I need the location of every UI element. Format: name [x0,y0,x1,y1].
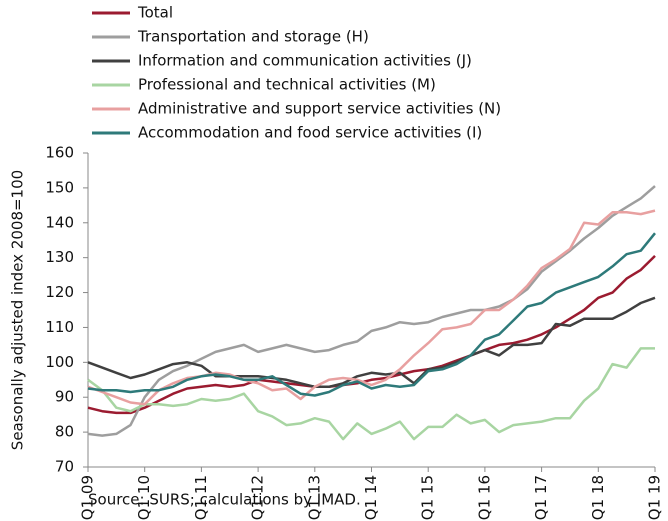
legend-label: Information and communication activities… [138,52,472,70]
series-line [87,209,656,406]
x-tick-label: Q1 15 [419,475,437,520]
x-tick-label: Q1 17 [532,475,550,520]
x-tick-label: Q1 13 [305,475,323,520]
y-tick-label: 140 [45,213,74,231]
legend-label: Accommodation and food service activitie… [138,124,482,142]
legend-label: Transportation and storage (H) [137,28,369,46]
x-tick-label: Q1 14 [362,475,380,520]
y-tick-label: 160 [45,144,74,162]
y-axis-label: Seasonally adjusted index 2008=100 [9,170,27,450]
series-line [87,232,656,397]
y-tick-label: 100 [45,353,74,371]
x-tick-label: Q1 10 [135,475,153,520]
y-tick-label: 80 [55,423,74,441]
y-tick-label: 90 [55,388,74,406]
x-tick-label: Q1 12 [249,475,267,520]
series-line [87,296,656,389]
x-tick-label: Q1 19 [646,475,664,520]
y-tick-label: 70 [55,458,74,476]
series-line [87,347,655,441]
y-tick-label: 130 [45,248,74,266]
x-tick-label: Q1 09 [79,475,97,520]
y-tick-label: 150 [45,178,74,196]
legend-label: Administrative and support service activ… [138,100,501,118]
series-line [87,185,656,437]
x-tick-label: Q1 18 [589,475,607,520]
legend-label: Professional and technical activities (M… [138,76,436,94]
source-note: Source: SURS; calculations by IMAD. [88,491,361,509]
x-tick-label: Q1 11 [192,475,210,520]
x-tick-label: Q1 16 [475,475,493,520]
y-tick-label: 110 [45,318,74,336]
legend-label: Total [137,4,173,22]
y-tick-label: 120 [45,283,74,301]
